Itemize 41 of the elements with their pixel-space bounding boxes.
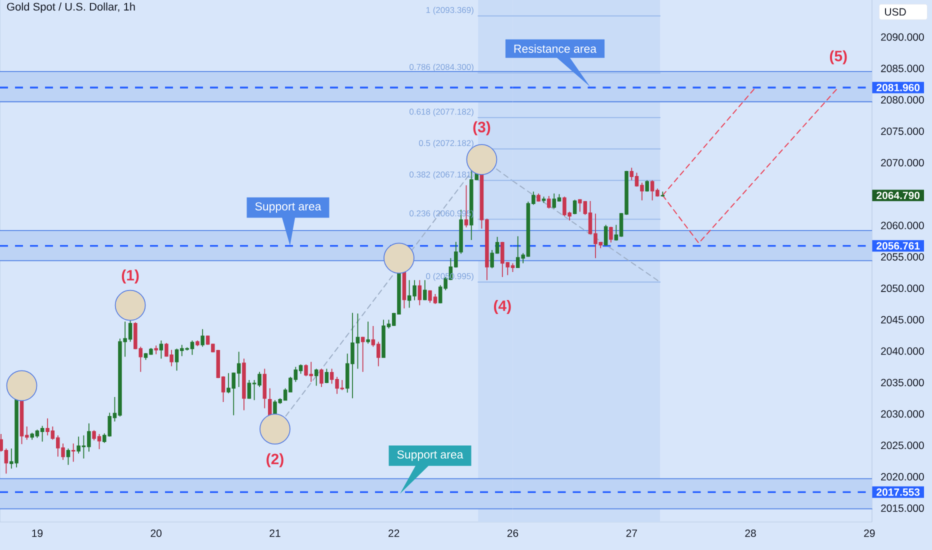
y-tick-label: 2085.000 xyxy=(881,64,924,72)
y-tick-label: 2070.000 xyxy=(881,158,924,166)
band-label: Resistance area xyxy=(514,44,597,53)
annotation: (3) xyxy=(473,121,490,136)
annotation: (2) xyxy=(266,453,284,468)
annotation: 1 (2093.369) xyxy=(426,6,474,15)
band-label: Support area xyxy=(397,450,464,461)
y-axis-title: USD xyxy=(885,8,906,16)
y-tick-label: 2020.000 xyxy=(881,473,924,480)
band-label: Support area xyxy=(255,202,322,213)
y-tick-label: 2030.000 xyxy=(881,410,924,418)
y-tick-label: 2060.000 xyxy=(881,222,924,230)
x-tick-label: 19 xyxy=(32,530,43,537)
x-tick-label: 20 xyxy=(150,530,162,537)
annotation: (4) xyxy=(494,300,511,314)
y-tick-label: 2080.000 xyxy=(881,96,924,104)
text: 2064.790 xyxy=(876,192,920,200)
chart-title: Gold Spot / U.S. Dollar, 1h xyxy=(7,2,135,13)
y-tick-label: 2015.000 xyxy=(881,504,924,512)
annotation: 0.618 (2077.182) xyxy=(410,108,474,116)
y-tick-label: 2075.000 xyxy=(881,128,924,136)
x-tick-label: 29 xyxy=(864,530,875,537)
y-tick-label: 2025.000 xyxy=(881,442,924,450)
ref-line-label: 2081.960 xyxy=(876,84,920,92)
x-tick-label: 21 xyxy=(270,530,280,537)
y-tick-label: 2050.000 xyxy=(881,284,924,292)
annotation: (1) xyxy=(122,270,139,284)
y-tick-label: 2090.000 xyxy=(881,33,924,41)
ref-line-label: 2056.761 xyxy=(876,242,920,250)
y-tick-label: 2055.000 xyxy=(881,253,924,261)
y-tick-label: 2035.000 xyxy=(881,378,924,386)
y-tick-label: 2045.000 xyxy=(881,316,924,324)
x-tick-label: 26 xyxy=(507,530,518,537)
annotation: 0.5 (2072.182) xyxy=(418,140,474,148)
y-tick-label: 2040.000 xyxy=(881,347,924,355)
ref-line-label: 2017.553 xyxy=(876,488,920,496)
x-tick-label: 27 xyxy=(626,530,637,537)
x-tick-label: 28 xyxy=(745,530,756,537)
annotation: 0.786 (2084.300) xyxy=(410,64,474,72)
annotation: (5) xyxy=(830,50,847,64)
x-tick-label: 22 xyxy=(388,530,400,537)
